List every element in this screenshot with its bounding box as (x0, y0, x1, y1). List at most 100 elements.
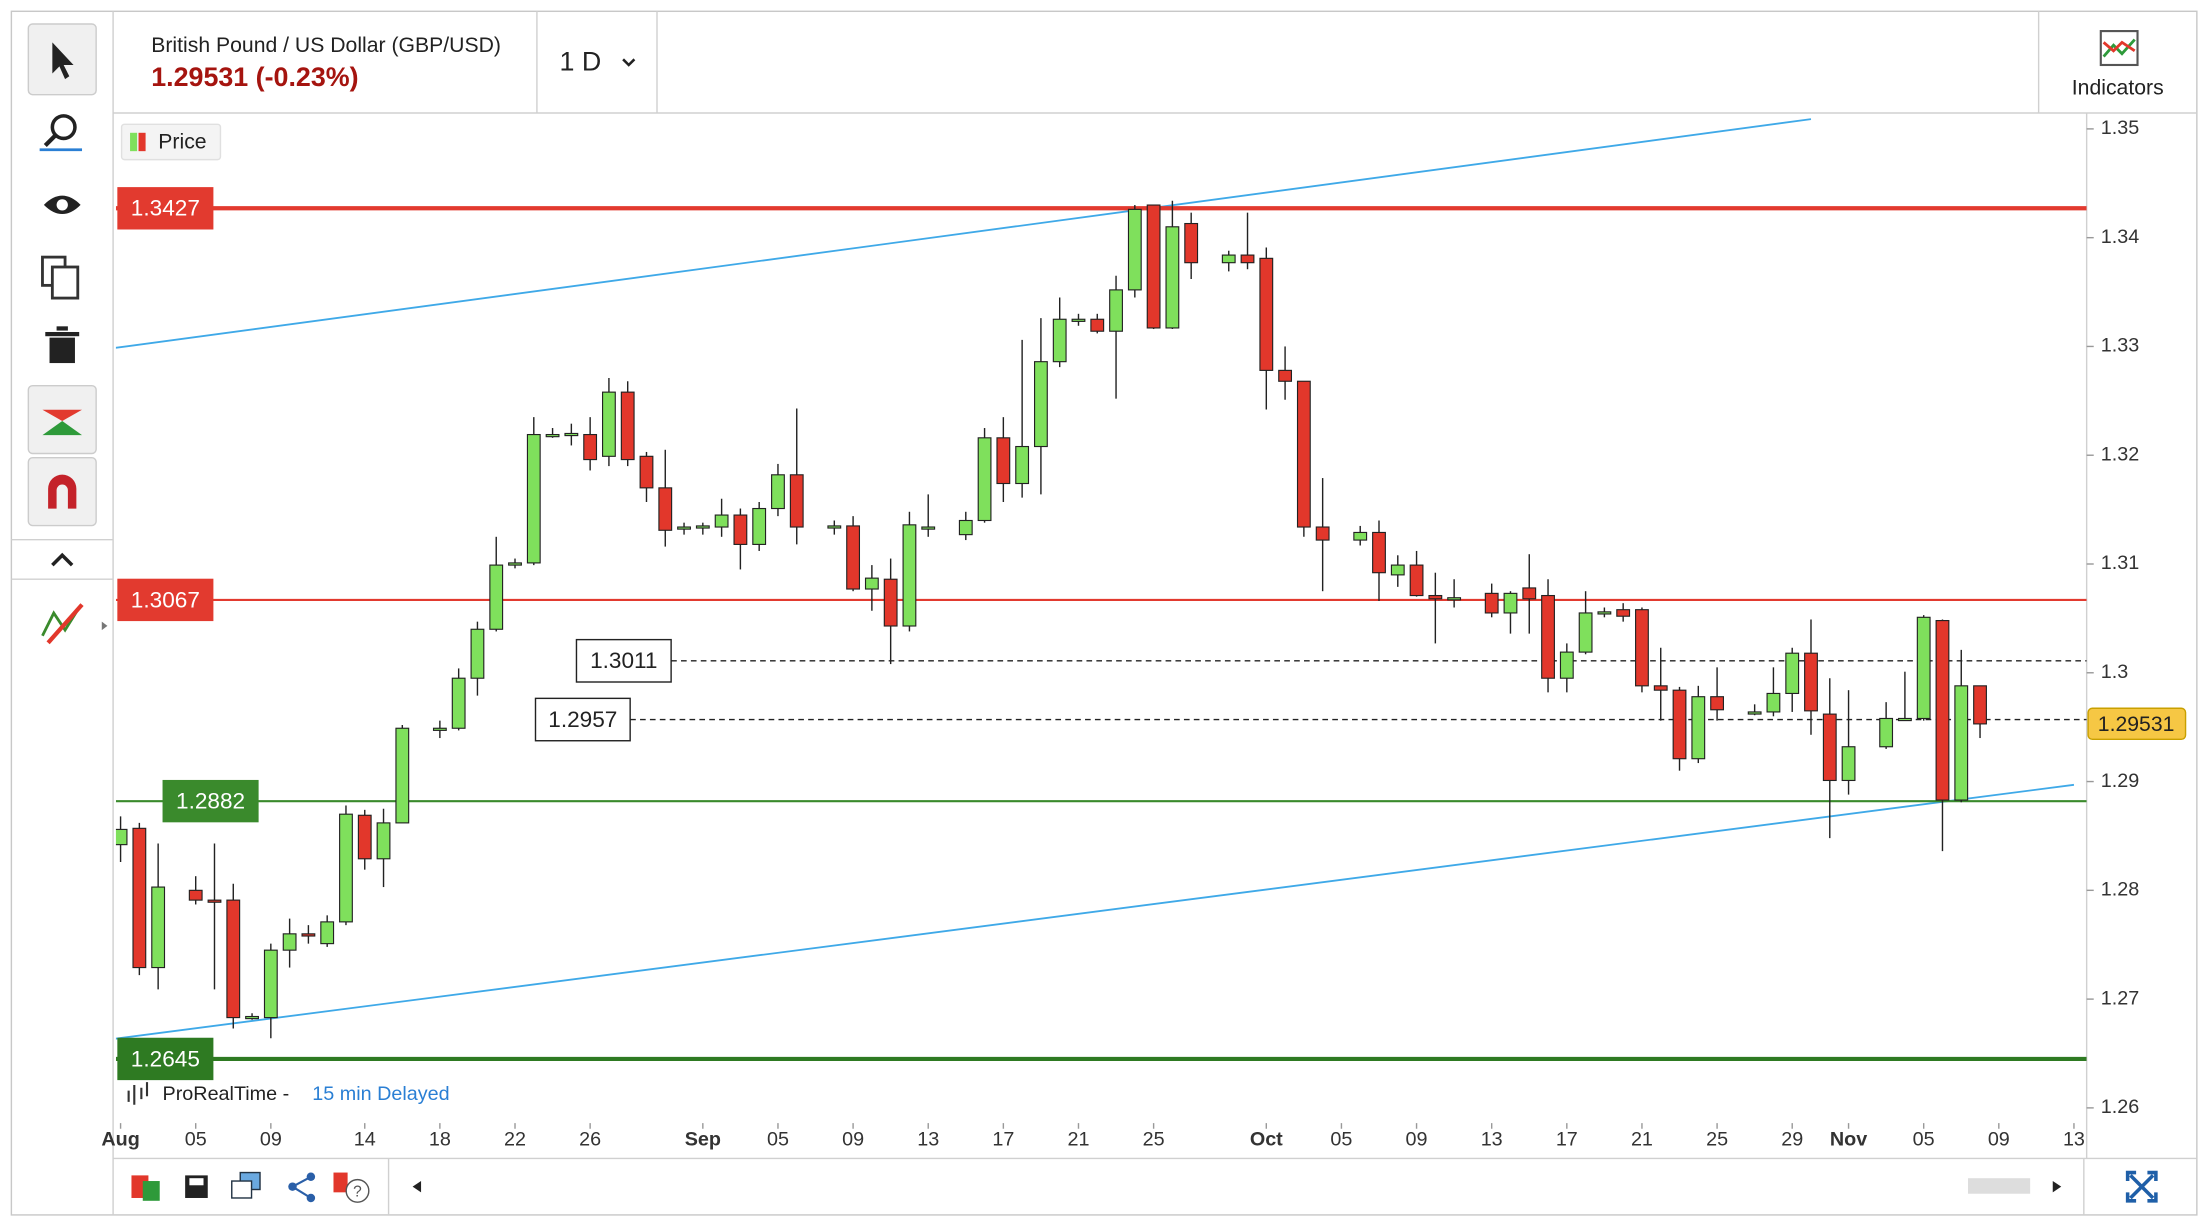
candle-body (151, 886, 166, 969)
candle-body (1804, 652, 1818, 712)
save-button[interactable] (185, 1175, 208, 1198)
candle-body (1541, 594, 1555, 679)
candle-body (132, 827, 147, 969)
interval: 1 D (560, 47, 602, 77)
add-chart-button[interactable] (131, 1175, 160, 1201)
candle-body (1071, 318, 1086, 322)
candle-body (1822, 713, 1837, 782)
candle-body (1296, 380, 1311, 528)
candle-body (1879, 717, 1894, 748)
candle-body (1033, 361, 1048, 448)
legend-label: Price (158, 130, 206, 153)
draw-button[interactable] (41, 603, 108, 645)
eye-button[interactable] (43, 195, 81, 215)
level-label-box (117, 578, 214, 622)
level-label: 1.3067 (131, 587, 200, 612)
x-tick-label: Nov (1830, 1128, 1867, 1150)
collapse-button[interactable] (51, 552, 74, 567)
y-tick-label: 1.3 (2101, 661, 2128, 683)
x-tick-label: 13 (2063, 1128, 2085, 1150)
candle-body (1052, 318, 1067, 363)
marked-price-box (534, 697, 631, 742)
x-tick-label: 29 (1781, 1128, 1803, 1150)
x-tick-label: 25 (1143, 1128, 1165, 1150)
x-tick-label: 13 (1481, 1128, 1503, 1150)
candle-body (1710, 696, 1725, 711)
candle-body (245, 1015, 259, 1020)
y-tick-label: 1.35 (2101, 117, 2139, 139)
candle-body (1916, 616, 1931, 720)
overlays: 1.3427 1.3067 1.2882 1.2645 1.3011 1.2957 (117, 187, 672, 1081)
fullscreen-button[interactable] (2125, 1170, 2158, 1203)
candle-body (1597, 611, 1612, 615)
layout-button[interactable] (231, 1171, 261, 1199)
candle-body (921, 526, 936, 530)
x-tick-label: 09 (842, 1128, 864, 1150)
help-button[interactable]: ? (333, 1172, 370, 1203)
x-tick-label: 14 (354, 1128, 376, 1150)
candle-body (1127, 208, 1142, 291)
x-tick-label: 21 (1631, 1128, 1653, 1150)
y-tick-label: 1.32 (2101, 443, 2139, 465)
level-label-box (117, 1037, 214, 1081)
indicators-button[interactable]: Indicators (2072, 30, 2164, 100)
candle-body (1522, 587, 1537, 600)
scrollbar[interactable] (1967, 1178, 2031, 1194)
candle-body (115, 828, 128, 846)
candle-body (1484, 592, 1499, 614)
candle-body (1015, 445, 1030, 485)
candle-body (1935, 619, 1950, 801)
candle-body (1503, 592, 1518, 614)
candle-body (376, 822, 391, 860)
x-tick-label: 05 (1913, 1128, 1935, 1150)
y-tick-label: 1.34 (2101, 226, 2139, 248)
source: ProRealTime - (163, 1083, 290, 1105)
candle-body (1954, 685, 1969, 801)
x-tick-label: Sep (685, 1128, 721, 1150)
level-label-box (117, 187, 214, 230)
magnet-button[interactable] (27, 457, 97, 527)
candle-body (301, 933, 316, 937)
y-tick-label: 1.28 (2101, 879, 2139, 901)
x-tick-label: 09 (260, 1128, 282, 1150)
candle-body (489, 564, 504, 630)
delay-note: 15 min Delayed (312, 1083, 449, 1105)
delete-button[interactable] (45, 326, 80, 364)
indicators-label: Indicators (2072, 77, 2164, 100)
candle-body (339, 813, 353, 923)
candle-body (1897, 717, 1912, 722)
candle-body (902, 524, 917, 627)
scroll-right[interactable] (2052, 1181, 2062, 1193)
share-button[interactable] (288, 1172, 316, 1203)
candle-body (1785, 652, 1800, 695)
candle-body (864, 577, 879, 590)
candle-body (1165, 226, 1180, 329)
candle-body (883, 578, 898, 627)
candle-body (263, 949, 278, 1019)
candle-body (1672, 689, 1687, 760)
scroll-left[interactable] (412, 1181, 422, 1193)
candle-body (1278, 369, 1293, 382)
zoom-button[interactable] (39, 114, 83, 152)
x-tick-label: 05 (767, 1128, 789, 1150)
candle-body (601, 391, 616, 457)
candle-body (1315, 526, 1330, 541)
candle-body (395, 727, 410, 824)
interval-selector[interactable]: 1 D (560, 47, 636, 77)
plot-area (115, 118, 2087, 1062)
x-tick-label: Aug (101, 1128, 139, 1150)
level-label: 1.3427 (131, 196, 200, 221)
candle-body (1653, 685, 1668, 691)
y-tick-label: 1.31 (2101, 552, 2139, 574)
copy-button[interactable] (41, 255, 80, 300)
candle-body (677, 526, 691, 530)
left-toolbar (11, 11, 114, 1215)
candle-body (508, 562, 522, 566)
candle-body (1409, 564, 1424, 597)
candle-body (1691, 696, 1706, 760)
x-tick-label: 09 (1988, 1128, 2010, 1150)
x-tick-label: 26 (579, 1128, 601, 1150)
last-price-label: 1.29531 (2098, 713, 2175, 736)
x-tick-label: 22 (504, 1128, 526, 1150)
